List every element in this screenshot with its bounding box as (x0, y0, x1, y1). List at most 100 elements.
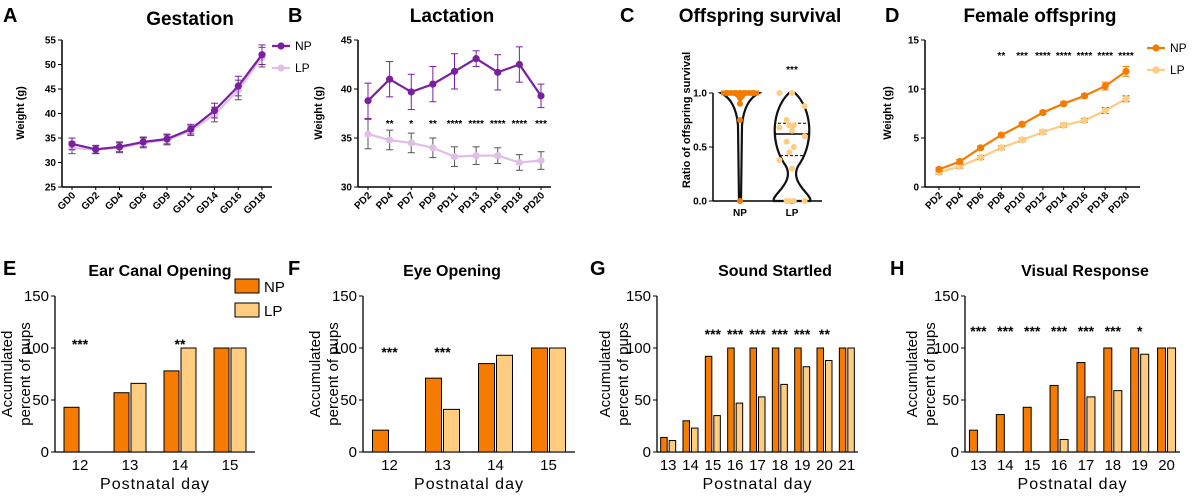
significance-marker: *** (1105, 323, 1122, 339)
y-tick-label: 0 (349, 444, 357, 461)
y-tick-label: 15 (908, 36, 920, 47)
bar-np (63, 406, 80, 453)
x-tick-label: 14 (997, 457, 1014, 474)
bar-np (1049, 384, 1059, 453)
x-tick-label: PD16 (1065, 190, 1091, 216)
chart-title: Eye Opening (403, 263, 501, 280)
bar-np (425, 377, 442, 453)
panel-letter-a: A (3, 5, 17, 27)
bar-lp (758, 396, 766, 453)
bar-lp (549, 347, 566, 453)
y-tick-label: 0.0 (693, 197, 707, 208)
x-tick-label: PD4 (944, 190, 966, 212)
data-point-np (407, 88, 415, 96)
legend-swatch (234, 302, 260, 318)
significance-marker: * (409, 119, 413, 130)
x-axis-label: Postnatal day (703, 476, 813, 493)
data-point-lp (1018, 136, 1026, 144)
data-point-np (163, 135, 171, 143)
chart-title: Visual Response (1021, 263, 1149, 280)
y-tick-label: 150 (934, 288, 959, 305)
significance-marker: **** (1077, 51, 1093, 62)
data-point-np (364, 97, 372, 105)
legend-marker (277, 64, 285, 72)
y-tick-label: 10 (908, 85, 920, 96)
x-tick-label: GD14 (194, 190, 221, 217)
data-point-lp (783, 138, 790, 145)
x-tick-label: 13 (970, 457, 987, 474)
chart-title: Ear Canal Opening (88, 263, 231, 280)
y-tick-label: 30 (45, 158, 57, 169)
significance-marker: *** (794, 326, 811, 342)
data-point-lp (386, 136, 394, 144)
x-tick-label: PD7 (396, 190, 418, 212)
x-tick-label: PD6 (965, 190, 987, 212)
bar-lp (668, 440, 677, 453)
legend-label: NP (264, 279, 285, 296)
x-tick-label: PD4 (374, 190, 396, 212)
y-tick-label: 45 (45, 85, 57, 96)
data-point-np (187, 125, 195, 133)
significance-marker: ** (386, 119, 394, 130)
y-tick-label: 100 (332, 340, 357, 357)
x-tick-label: 15 (1024, 457, 1041, 474)
significance-marker: * (1137, 323, 1143, 339)
data-point-np (749, 90, 755, 96)
y-tick-label: 100 (626, 340, 651, 357)
series-line-lp (938, 97, 1127, 174)
data-point-lp (1039, 128, 1047, 136)
significance-marker: **** (1035, 51, 1051, 62)
x-tick-label: 14 (172, 457, 189, 474)
bar-lp (230, 347, 247, 453)
panel-letter-g: G (590, 258, 606, 280)
bar-lp (1113, 390, 1123, 453)
x-tick-label: PD18 (1086, 190, 1112, 216)
bar-np (163, 370, 180, 453)
bar-np (727, 347, 735, 453)
violin-np (717, 90, 763, 203)
legend-label: LP (295, 61, 310, 75)
x-tick-label: PD11 (436, 190, 461, 215)
data-point-np (725, 90, 731, 96)
y-tick-label: 50 (32, 392, 49, 409)
bar-np (816, 347, 824, 453)
data-point-np (139, 138, 147, 146)
bar-np (995, 414, 1005, 453)
y-axis-label-line2: percent of pups (17, 322, 34, 425)
data-point-lp (789, 90, 795, 96)
y-axis-label-line1: Accumulated (597, 331, 614, 418)
chart-title: Gestation (146, 9, 234, 30)
significance-marker: **** (447, 119, 463, 130)
y-tick-label: 35 (341, 134, 353, 145)
data-point-np (515, 60, 523, 69)
y-axis-label-line1: Accumulated (307, 331, 324, 418)
x-tick-label: 20 (1158, 457, 1175, 474)
data-point-np (494, 68, 502, 76)
x-tick-label: NP (733, 208, 747, 219)
data-point-np (976, 144, 985, 152)
data-point-lp (801, 133, 808, 140)
data-point-np (1080, 92, 1089, 100)
x-tick-label: PD16 (478, 190, 504, 216)
bar-np (1022, 406, 1032, 453)
data-point-lp (429, 144, 437, 152)
x-tick-label: PD20 (522, 190, 548, 216)
significance-marker: **** (468, 119, 484, 130)
x-tick-label: 19 (794, 457, 811, 474)
significance-marker: ** (429, 119, 437, 130)
bar-np (372, 429, 389, 453)
bar-np (771, 347, 780, 453)
y-axis-label: Weight (g) (882, 86, 894, 140)
data-point-np (386, 75, 394, 83)
y-axis-label-line1: Accumulated (904, 331, 921, 418)
x-tick-label: 14 (682, 457, 699, 474)
bar-lp (802, 366, 811, 453)
x-tick-label: 12 (72, 457, 89, 474)
data-point-np (737, 198, 743, 204)
data-point-np (737, 100, 743, 107)
data-point-np (1122, 67, 1130, 75)
x-tick-label: 18 (771, 457, 788, 474)
y-tick-label: 55 (45, 36, 57, 47)
significance-marker: *** (1078, 323, 1095, 339)
